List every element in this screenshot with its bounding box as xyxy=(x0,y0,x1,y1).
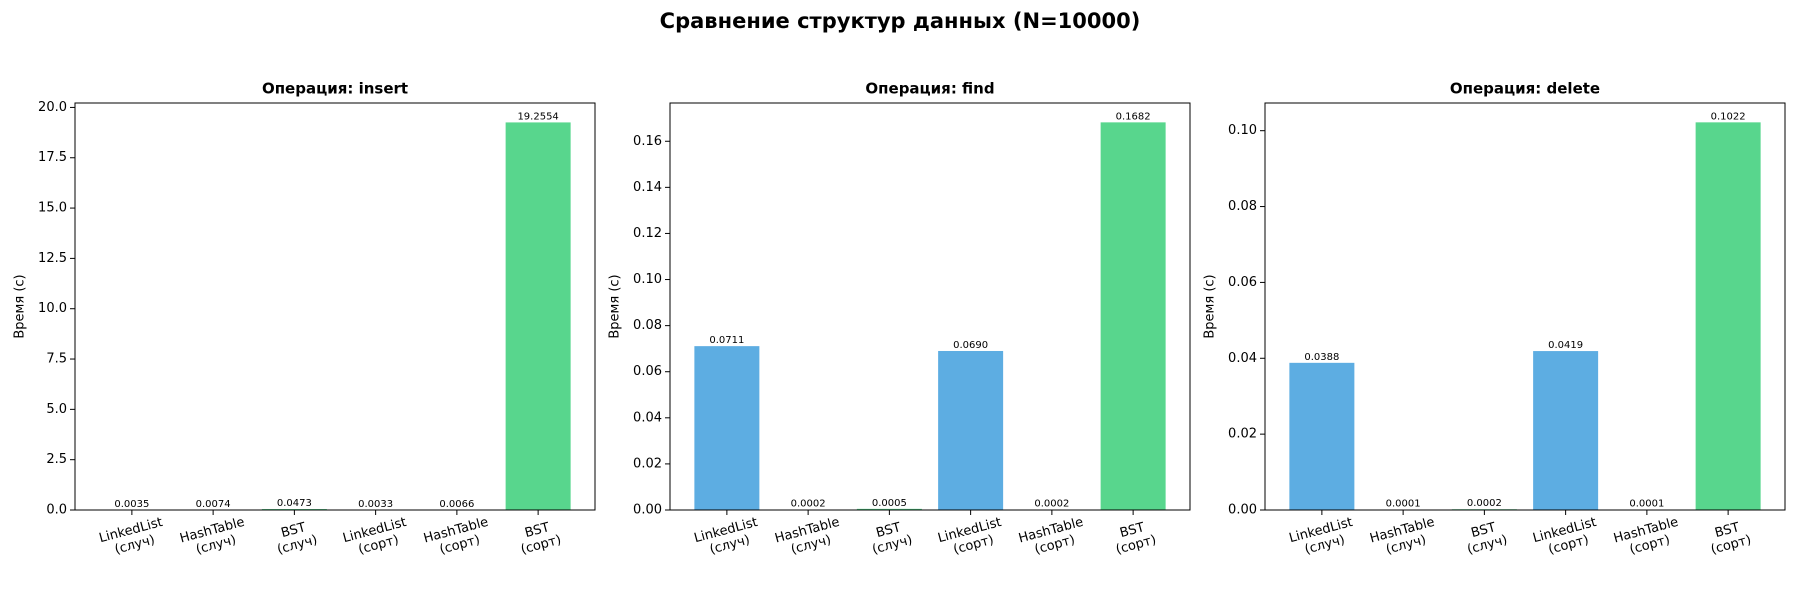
y-tick-label: 0.06 xyxy=(1228,275,1257,290)
bar xyxy=(856,508,922,510)
y-tick-label: 7.5 xyxy=(46,352,67,367)
y-tick-label: 0.16 xyxy=(633,134,662,149)
bar xyxy=(938,350,1004,510)
value-label: 0.0066 xyxy=(439,499,474,510)
value-label: 0.0002 xyxy=(1467,498,1502,509)
subplot-title: Операция: delete xyxy=(1450,80,1600,98)
value-label: 0.1682 xyxy=(1116,111,1151,122)
x-tick-label: LinkedList(случ) xyxy=(1288,515,1359,561)
y-tick-label: 0.08 xyxy=(1228,199,1257,214)
value-label: 0.0001 xyxy=(1386,499,1421,510)
axes-frame xyxy=(669,102,1191,511)
value-label: 0.0002 xyxy=(1034,499,1069,510)
value-label: 0.0690 xyxy=(953,340,988,351)
subplot-title: Операция: find xyxy=(865,80,994,98)
x-tick-label: BST(сорт) xyxy=(1705,518,1752,558)
x-tick-label: HashTable(сорт) xyxy=(1017,515,1089,561)
y-tick-label: 15.0 xyxy=(38,201,67,216)
x-tick-label: BST(случ) xyxy=(272,518,319,558)
value-label: 0.0074 xyxy=(196,499,231,510)
x-tick-label: HashTable(сорт) xyxy=(422,515,494,561)
x-tick-label: LinkedList(сорт) xyxy=(936,515,1007,561)
value-label: 0.0005 xyxy=(872,498,907,509)
y-tick-label: 12.5 xyxy=(38,251,67,266)
y-tick-label: 0.04 xyxy=(1228,351,1257,366)
x-tick-label: BST(сорт) xyxy=(1110,518,1157,558)
x-tick-label: HashTable(случ) xyxy=(1368,515,1440,561)
value-label: 0.0711 xyxy=(709,335,744,346)
y-tick-label: 0.14 xyxy=(633,180,662,195)
y-tick-label: 0.04 xyxy=(633,410,662,425)
y-tick-label: 0.02 xyxy=(633,456,662,471)
subplot-title: Операция: insert xyxy=(262,80,408,98)
value-label: 0.0033 xyxy=(358,499,393,510)
axes-frame xyxy=(74,102,596,511)
y-tick-label: 0.08 xyxy=(633,318,662,333)
y-tick-label: 0.00 xyxy=(633,503,662,518)
y-tick-label: 0.06 xyxy=(633,364,662,379)
bar xyxy=(1533,351,1599,510)
value-label: 0.0419 xyxy=(1548,340,1583,351)
bar xyxy=(1100,122,1166,510)
y-tick-label: 20.0 xyxy=(38,100,67,115)
x-tick-label: HashTable(сорт) xyxy=(1612,515,1684,561)
y-tick-label: 5.0 xyxy=(46,402,67,417)
axes-frame xyxy=(1264,102,1786,511)
y-tick-label: 2.5 xyxy=(46,452,67,467)
bar xyxy=(1289,362,1355,510)
y-axis-label: Время (с) xyxy=(1203,274,1218,338)
y-tick-label: 0.0 xyxy=(46,503,67,518)
x-tick-label: LinkedList(случ) xyxy=(98,515,169,561)
x-tick-label: HashTable(случ) xyxy=(178,515,250,561)
value-label: 0.0001 xyxy=(1629,499,1664,510)
value-label: 0.0035 xyxy=(114,499,149,510)
figure-title: Сравнение структур данных (N=10000) xyxy=(660,9,1141,33)
x-tick-label: BST(случ) xyxy=(867,518,914,558)
x-tick-label: LinkedList(случ) xyxy=(693,515,764,561)
value-label: 0.0388 xyxy=(1304,352,1339,363)
y-tick-label: 0.10 xyxy=(1228,123,1257,138)
y-axis-label: Время (с) xyxy=(13,274,28,338)
y-tick-label: 10.0 xyxy=(38,301,67,316)
y-tick-label: 0.00 xyxy=(1228,503,1257,518)
x-tick-label: LinkedList(сорт) xyxy=(1531,515,1602,561)
bar xyxy=(1695,122,1761,511)
value-label: 19.2554 xyxy=(517,111,558,122)
bar xyxy=(505,122,571,511)
value-label: 0.1022 xyxy=(1711,111,1746,122)
y-tick-label: 17.5 xyxy=(38,150,67,165)
y-tick-label: 0.10 xyxy=(633,272,662,287)
x-tick-label: HashTable(случ) xyxy=(773,515,845,561)
bar xyxy=(694,346,760,510)
y-tick-label: 0.12 xyxy=(633,226,662,241)
y-axis-label: Время (с) xyxy=(608,274,623,338)
x-tick-label: BST(сорт) xyxy=(515,518,562,558)
value-label: 0.0473 xyxy=(277,498,312,509)
y-tick-label: 0.02 xyxy=(1228,427,1257,442)
x-tick-label: LinkedList(сорт) xyxy=(341,515,412,561)
x-tick-label: BST(случ) xyxy=(1462,518,1509,558)
value-label: 0.0002 xyxy=(791,499,826,510)
